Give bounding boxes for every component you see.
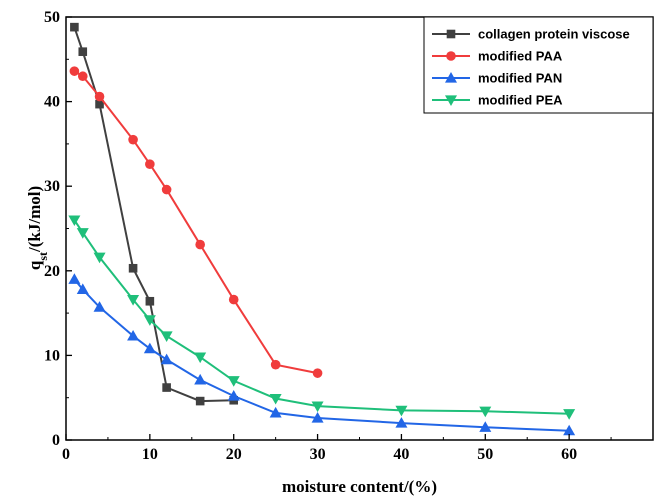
- data-point: [194, 352, 207, 364]
- data-point: [162, 383, 171, 392]
- data-point: [563, 424, 576, 436]
- data-point: [227, 376, 240, 387]
- x-tick-label: 40: [393, 446, 409, 463]
- data-point: [195, 396, 205, 406]
- legend-item-collagen-protein-viscose: collagen protein viscose: [432, 27, 630, 42]
- series-modified-pan: [68, 273, 576, 436]
- data-point: [311, 401, 324, 413]
- data-point: [145, 296, 155, 306]
- data-point: [269, 406, 282, 418]
- data-point: [78, 47, 88, 56]
- legend-marker: [445, 95, 457, 106]
- data-point: [160, 331, 173, 342]
- data-point: [68, 215, 81, 227]
- data-point: [143, 315, 156, 326]
- data-point: [161, 184, 172, 195]
- data-point: [70, 22, 79, 32]
- x-tick-label: 20: [226, 446, 242, 463]
- data-point: [269, 393, 282, 405]
- data-point: [311, 412, 324, 423]
- series-collagen-protein-viscose: [70, 22, 239, 406]
- series-line: [73, 70, 318, 375]
- y-tick-label: 20: [44, 263, 60, 280]
- legend-marker: [446, 29, 456, 39]
- series-line: [73, 26, 234, 403]
- data-point: [93, 252, 106, 264]
- y-tick-label: 30: [44, 178, 60, 195]
- data-point: [128, 134, 138, 145]
- data-point: [145, 159, 155, 170]
- data-point: [194, 373, 207, 385]
- legend-marker: [445, 72, 457, 83]
- legend-item-modified-pan: modified PAN: [432, 71, 562, 86]
- data-point: [312, 368, 323, 378]
- x-axis-title: moisture content/(%): [282, 477, 437, 496]
- data-point: [479, 421, 492, 432]
- data-point: [395, 417, 408, 428]
- series-modified-pea: [68, 215, 576, 420]
- data-point: [76, 228, 89, 239]
- y-tick-label: 50: [44, 9, 60, 26]
- data-point: [95, 99, 104, 109]
- data-point: [395, 405, 408, 417]
- x-tick-label: 60: [561, 446, 577, 463]
- x-tick-label: 30: [310, 446, 326, 463]
- data-point: [76, 283, 89, 295]
- series-layer: [68, 22, 576, 436]
- x-tick-label: 0: [62, 446, 70, 463]
- y-tick-label: 0: [52, 432, 60, 449]
- y-tick-label: 10: [44, 347, 60, 364]
- legend-label: modified PEA: [478, 93, 563, 108]
- y-axis-title: qst/(kJ/mol): [25, 186, 50, 270]
- data-point: [69, 66, 80, 76]
- data-point: [227, 390, 240, 401]
- x-tick-label: 10: [142, 446, 158, 463]
- legend-item-modified-paa: modified PAA: [432, 49, 563, 64]
- legend: collagen protein viscose modified PAA modi…: [423, 16, 654, 114]
- data-point: [160, 353, 173, 365]
- data-point: [68, 273, 81, 284]
- series-modified-paa: [69, 66, 323, 378]
- data-point: [127, 294, 140, 306]
- legend-marker: [446, 51, 456, 61]
- data-point: [143, 342, 156, 354]
- data-point: [94, 91, 105, 102]
- data-point: [563, 409, 576, 420]
- legend-item-modified-pea: modified PEA: [432, 93, 563, 108]
- x-tick-label: 50: [477, 446, 493, 463]
- legend-label: collagen protein viscose: [478, 27, 630, 42]
- data-point: [128, 263, 138, 273]
- legend-label: modified PAA: [478, 49, 563, 64]
- data-point: [228, 294, 239, 305]
- data-point: [127, 329, 140, 341]
- legend-label: modified PAN: [478, 71, 562, 86]
- data-point: [195, 239, 205, 250]
- data-point: [479, 406, 492, 418]
- y-tick-label: 40: [44, 94, 60, 111]
- data-point: [77, 71, 88, 82]
- data-point: [270, 359, 281, 370]
- data-point: [93, 301, 106, 312]
